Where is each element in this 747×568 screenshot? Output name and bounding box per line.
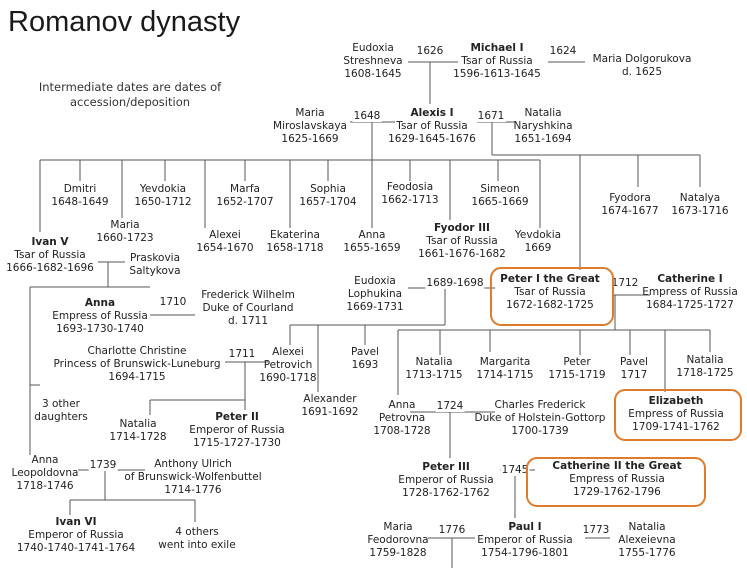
person-natalia-naryshkina: Natalia Naryshkina 1651-1694 (513, 107, 573, 145)
person-yevdokia-1650: Yevdokia 1650-1712 (134, 183, 192, 208)
highlight-catherine-ii (526, 457, 706, 507)
marriage-year-1626: 1626 (415, 45, 445, 57)
person-peter-iii: Peter III Emperor of Russia 1728-1762-1762 (398, 461, 494, 499)
person-natalia-1714: Natalia 1714-1728 (109, 418, 167, 443)
person-anna-petrovna: Anna Petrovna 1708-1728 (373, 399, 431, 437)
person-maria-1660: Maria 1660-1723 (96, 219, 154, 244)
marriage-year-1776: 1776 (437, 524, 467, 536)
person-charlotte-christine: Charlotte Christine Princess of Brunswick… (53, 345, 221, 383)
person-paul-i: Paul I Emperor of Russia 1754-1796-1801 (477, 521, 573, 559)
person-charles-frederick: Charles Frederick Duke of Holstein-Gottor… (474, 399, 606, 437)
person-alexei-petrovich: Alexei Petrovich 1690-1718 (259, 346, 317, 384)
person-fyodor-iii: Fyodor III Tsar of Russia 1661-1676-1682 (418, 222, 506, 260)
person-michael-i: Michael I Tsar of Russia 1596-1613-1645 (453, 42, 541, 80)
person-other-daughters: 3 other daughters (34, 398, 88, 423)
person-natalia-1718: Natalia 1718-1725 (676, 354, 734, 379)
person-eudoxia-streshneva: Eudoxia Streshneva 1608-1645 (343, 42, 403, 80)
person-praskovia-saltykova: Praskovia Saltykova (129, 252, 181, 277)
marriage-year-1689-1698: 1689-1698 (425, 277, 485, 289)
person-anna-1655: Anna 1655-1659 (343, 229, 401, 254)
person-peter-i-the-great: Peter I the Great Tsar of Russia 1672-1682… (500, 273, 600, 311)
marriage-year-1671: 1671 (476, 110, 506, 122)
person-natalya: Natalya 1673-1716 (671, 192, 729, 217)
person-peter-1715: Peter 1715-1719 (548, 356, 606, 381)
person-peter-ii: Peter II Emperor of Russia 1715-1727-1730 (189, 411, 285, 449)
marriage-year-1624: 1624 (548, 45, 578, 57)
person-ivan-vi: Ivan VI Emperor of Russia 1740-1740-1741-1… (16, 516, 136, 554)
person-alexander: Alexander 1691-1692 (301, 393, 359, 418)
person-elizabeth: Elizabeth Empress of Russia 1709-1741-1762 (628, 395, 724, 433)
person-yevdokia-1669: Yevdokia 1669 (514, 229, 562, 254)
person-fyodora: Fyodora 1674-1677 (601, 192, 659, 217)
marriage-year-1710: 1710 (158, 296, 188, 308)
marriage-year-1724: 1724 (435, 400, 465, 412)
person-ivan-v: Ivan V Tsar of Russia 1666-1682-1696 (6, 236, 94, 274)
person-anna-empress: Anna Empress of Russia 1693-1730-1740 (52, 297, 148, 335)
person-eudoxia-lophukina: Eudoxia Lophukina 1669-1731 (346, 275, 404, 313)
person-catherine-i: Catherine I Empress of Russia 1684-1725-17… (642, 273, 738, 311)
person-others-exile: 4 others went into exile (158, 526, 236, 551)
person-alexei-1654: Alexei 1654-1670 (196, 229, 254, 254)
page-title: Romanov dynasty (8, 6, 241, 38)
person-pavel-1717: Pavel 1717 (620, 356, 648, 381)
person-dmitri: Dmitri 1648-1649 (51, 183, 109, 208)
marriage-year-1745: 1745 (500, 464, 530, 476)
person-natalia-1713: Natalia 1713-1715 (405, 356, 463, 381)
person-sophia: Sophia 1657-1704 (299, 183, 357, 208)
dates-note: Intermediate dates are dates of accessio… (38, 80, 222, 109)
marriage-year-1739: 1739 (88, 459, 118, 471)
person-maria-dolgorukova: Maria Dolgorukova d. 1625 (592, 53, 692, 78)
person-maria-miroslavskaya: Maria Miroslavskaya 1625-1669 (273, 107, 347, 145)
person-maria-feodorovna: Maria Feodorovna 1759-1828 (367, 521, 429, 559)
person-pavel-1693: Pavel 1693 (351, 346, 379, 371)
marriage-year-1712: 1712 (610, 277, 640, 289)
person-ekaterina: Ekaterina 1658-1718 (266, 229, 324, 254)
marriage-year-1773: 1773 (581, 524, 611, 536)
person-feodosia: Feodosia 1662-1713 (381, 181, 439, 206)
person-natalia-alexeievna: Natalia Alexeievna 1755-1776 (618, 521, 676, 559)
person-frederick-wilhelm: Frederick Wilhelm Duke of Courland d. 1711 (201, 289, 295, 327)
person-marfa: Marfa 1652-1707 (216, 183, 274, 208)
marriage-year-1648: 1648 (352, 110, 382, 122)
person-margarita: Margarita 1714-1715 (476, 356, 534, 381)
person-simeon: Simeon 1665-1669 (471, 183, 529, 208)
person-catherine-ii: Catherine II the Great Empress of Russia 1… (552, 460, 682, 498)
person-anthony-ulrich: Anthony Ulrich of Brunswick-Wolfenbuttel 1… (124, 458, 262, 496)
marriage-year-1711: 1711 (227, 348, 257, 360)
person-anna-leopoldovna: Anna Leopoldovna 1718-1746 (11, 454, 79, 492)
person-alexis-i: Alexis I Tsar of Russia 1629-1645-1676 (388, 107, 476, 145)
highlight-elizabeth (614, 389, 742, 441)
highlight-peter-i (490, 267, 614, 326)
